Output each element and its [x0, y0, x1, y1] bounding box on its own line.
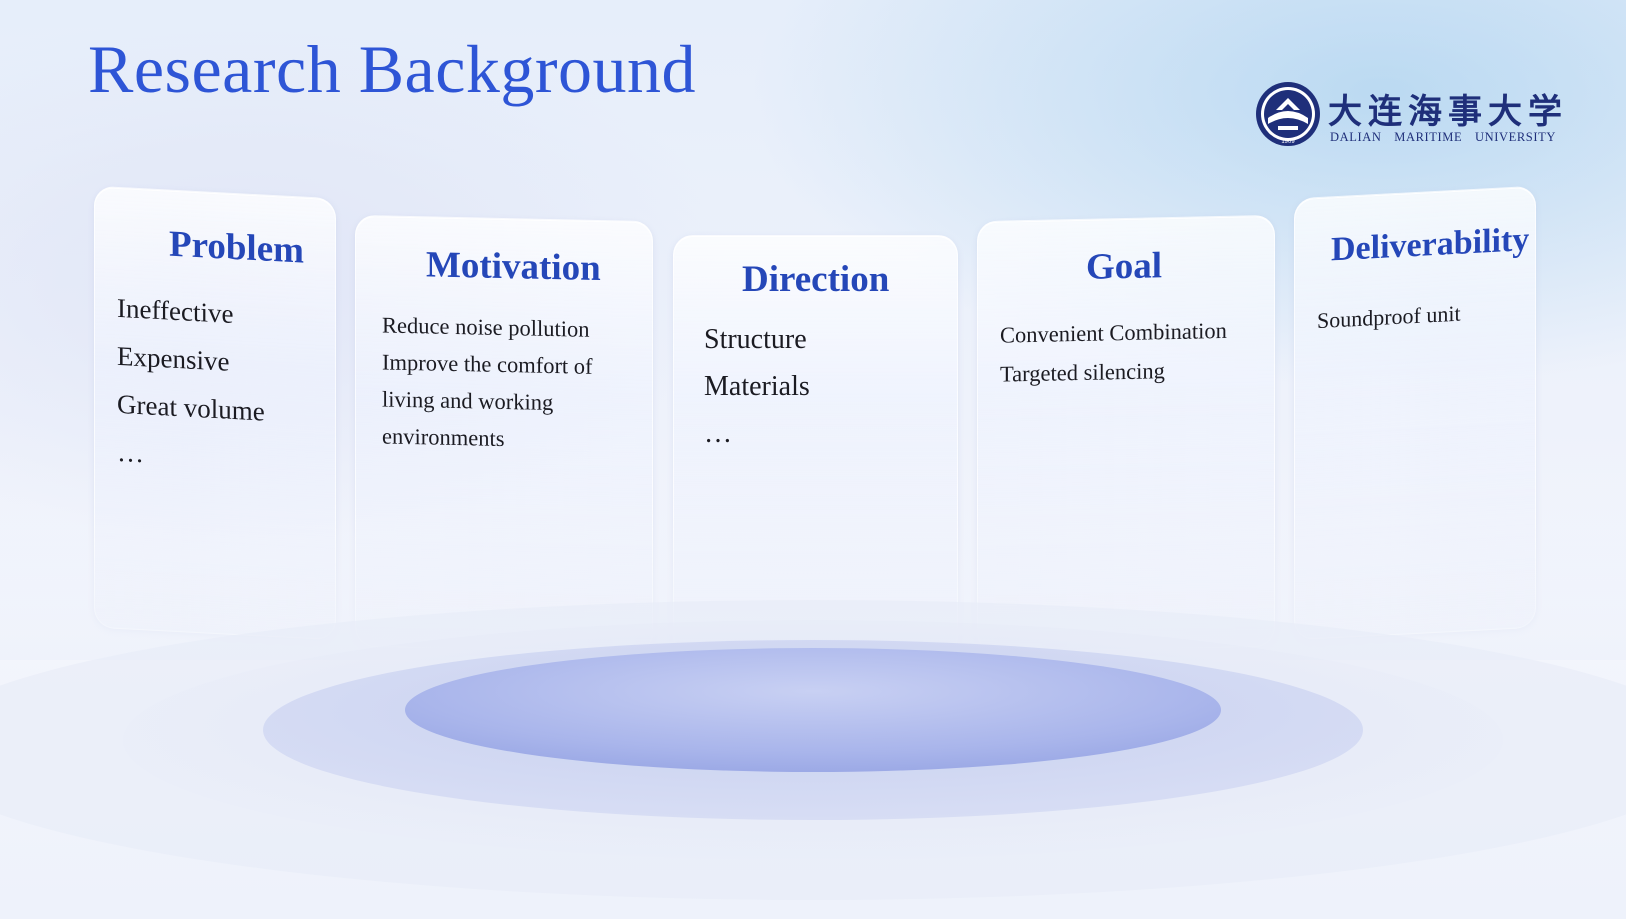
card-item: Convenient Combination: [1000, 317, 1227, 348]
card-item: living and working: [382, 386, 554, 416]
card-direction: Direction Structure Materials …: [673, 235, 958, 657]
card-title: Direction: [742, 259, 890, 300]
card-item: Great volume: [117, 388, 265, 427]
card-goal: Goal Convenient Combination Targeted sil…: [977, 214, 1275, 654]
card-item: Ineffective: [117, 292, 234, 329]
card-title: Problem: [169, 223, 304, 272]
card-item: …: [117, 436, 144, 469]
card-item: …: [704, 418, 732, 449]
card-item: Reduce noise pollution: [382, 312, 590, 342]
card-problem: Problem Ineffective Expensive Great volu…: [94, 185, 336, 641]
card-title: Goal: [1086, 245, 1163, 288]
card-items: Convenient Combination Targeted silencin…: [1000, 311, 1227, 394]
card-title: Deliverability: [1331, 221, 1530, 269]
university-seal-icon: 1909: [1256, 82, 1320, 146]
card-item: Improve the comfort of: [382, 349, 593, 379]
card-item: Expensive: [117, 340, 230, 377]
card-motivation: Motivation Reduce noise pollution Improv…: [355, 214, 653, 654]
card-items: Soundproof unit: [1317, 295, 1461, 341]
slide-title: Research Background: [88, 31, 697, 107]
card-title: Motivation: [426, 244, 601, 290]
card-item: Structure: [704, 324, 807, 355]
card-deliverability: Deliverability Soundproof unit: [1294, 185, 1536, 641]
card-item: environments: [382, 423, 505, 452]
card-item: Targeted silencing: [1000, 358, 1165, 387]
card-item: Soundproof unit: [1317, 300, 1461, 334]
logo-english-name: DALIAN MARITIME UNIVERSITY: [1330, 130, 1556, 144]
platform-disc-inner: [405, 648, 1221, 772]
card-item: Materials: [704, 371, 810, 402]
university-logo: 1909 大连海事大学 DALIAN MARITIME UNIVERSITY: [1254, 80, 1562, 150]
emblem-year: 1909: [1281, 139, 1295, 145]
card-items: Ineffective Expensive Great volume …: [117, 284, 265, 484]
platform-graphic: [0, 600, 1626, 900]
card-items: Reduce noise pollution Improve the comfo…: [382, 306, 593, 458]
logo-chinese-name: 大连海事大学: [1328, 92, 1568, 132]
card-items: Structure Materials …: [704, 316, 810, 457]
